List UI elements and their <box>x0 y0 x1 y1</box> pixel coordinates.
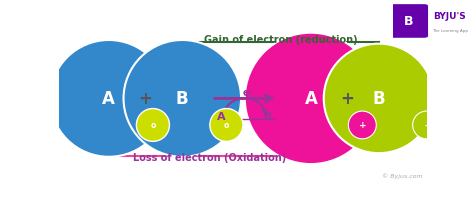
Text: Loss of electron (Oxidation): Loss of electron (Oxidation) <box>133 153 286 163</box>
Text: B: B <box>264 111 273 121</box>
Text: B: B <box>404 15 413 28</box>
Text: A: A <box>102 90 115 108</box>
Text: +: + <box>138 90 153 108</box>
Text: +: + <box>341 90 355 108</box>
Ellipse shape <box>324 44 434 153</box>
Ellipse shape <box>50 41 168 157</box>
FancyBboxPatch shape <box>389 5 428 39</box>
Text: A: A <box>304 90 317 108</box>
Text: o: o <box>224 121 229 130</box>
Text: B: B <box>373 90 385 108</box>
Text: © Byjus.com: © Byjus.com <box>383 173 423 178</box>
Ellipse shape <box>124 41 241 157</box>
Text: B: B <box>176 90 189 108</box>
Ellipse shape <box>348 112 376 139</box>
Text: The Learning App: The Learning App <box>432 29 468 33</box>
Text: BYJU'S: BYJU'S <box>433 12 466 21</box>
Text: e-: e- <box>243 87 254 97</box>
Text: +: + <box>358 121 366 130</box>
Ellipse shape <box>137 109 170 142</box>
Text: A: A <box>217 111 225 121</box>
Text: Gain of electron (reduction): Gain of electron (reduction) <box>204 35 357 45</box>
Text: -: - <box>425 121 428 130</box>
Ellipse shape <box>413 112 440 139</box>
Text: o: o <box>150 121 155 130</box>
Ellipse shape <box>210 109 243 142</box>
Ellipse shape <box>245 34 377 164</box>
